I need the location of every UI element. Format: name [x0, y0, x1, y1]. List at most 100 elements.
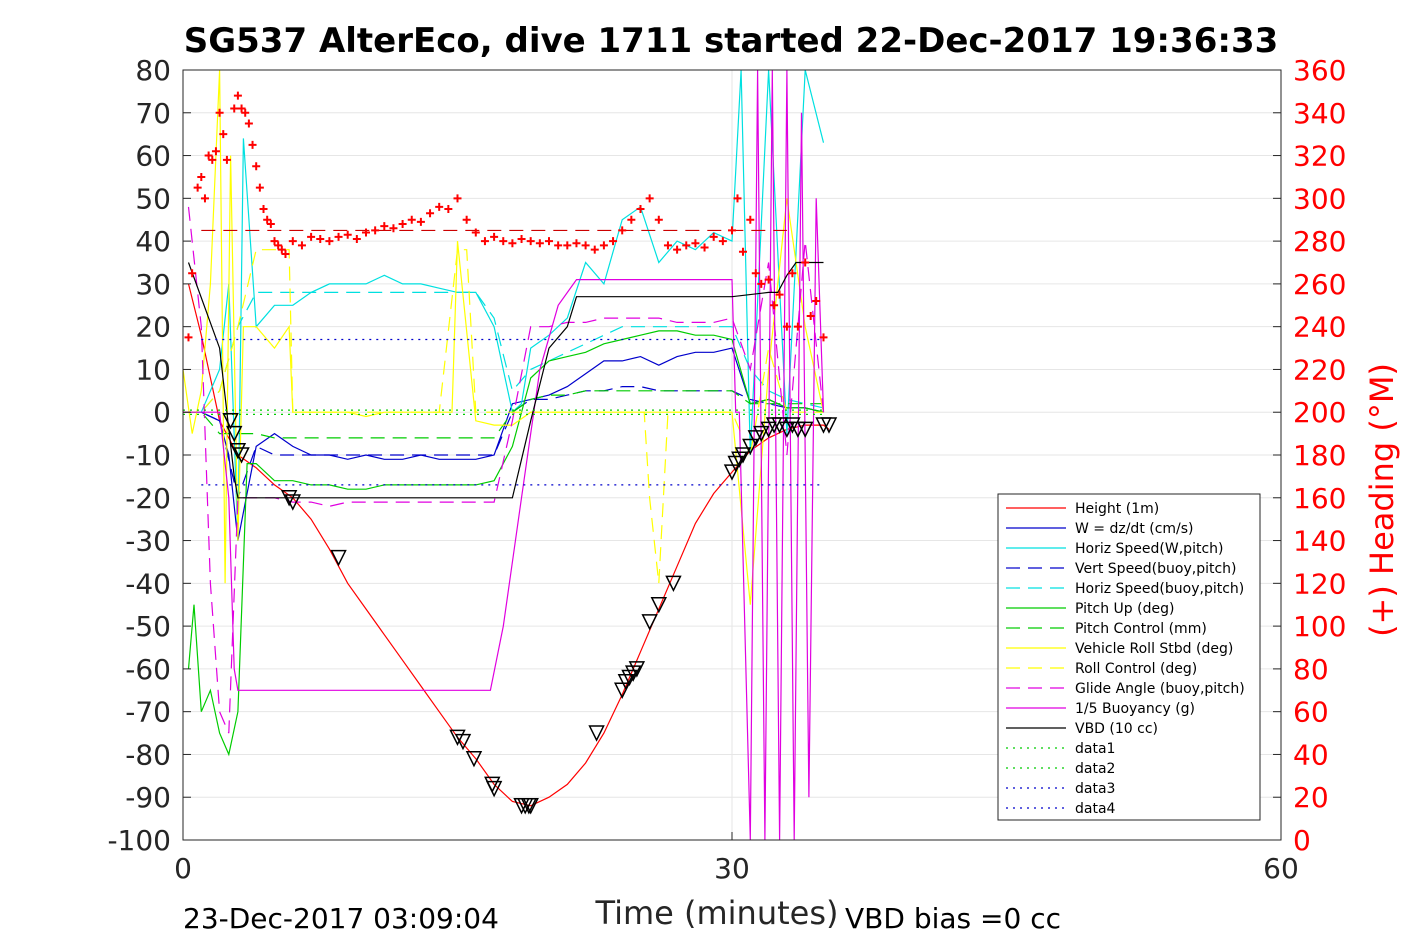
triangle-marker [742, 438, 759, 456]
tick-label-right: 40 [1293, 738, 1329, 771]
triangle-marker [226, 425, 243, 443]
tick-label-right: 180 [1293, 439, 1346, 472]
tick-label-right: 220 [1293, 353, 1346, 386]
legend-label: data3 [1075, 781, 1115, 797]
heading-marker [277, 245, 286, 254]
heading-marker [645, 194, 654, 203]
heading-marker [398, 220, 407, 228]
series-line [183, 70, 825, 840]
heading-marker [563, 241, 572, 250]
legend-label: Pitch Control (mm) [1075, 621, 1207, 637]
legend-label: VBD (10 cc) [1075, 721, 1158, 737]
heading-marker [709, 232, 718, 241]
heading-marker [248, 140, 257, 149]
tick-label-left: -20 [125, 482, 171, 515]
tick-label-right: 360 [1293, 54, 1346, 87]
heading-marker [197, 172, 206, 181]
tick-label-right: 140 [1293, 525, 1346, 558]
triangle-marker [820, 417, 838, 434]
heading-marker [297, 241, 306, 250]
heading-marker [801, 258, 810, 267]
footer-timestamp: 23-Dec-2017 03:09:04 [183, 902, 499, 935]
tick-label-right: 280 [1293, 225, 1346, 258]
heading-marker [751, 269, 760, 278]
tick-label-bottom: 0 [174, 852, 192, 885]
triangle-marker [784, 417, 801, 434]
heading-marker [718, 237, 727, 246]
series-layer [183, 70, 830, 840]
tick-label-right: 20 [1293, 781, 1329, 814]
heading-marker [343, 230, 352, 239]
heading-marker [263, 215, 272, 224]
legend-label: Pitch Up (deg) [1075, 601, 1174, 617]
triangle-marker [723, 464, 741, 481]
tick-label-right: 260 [1293, 268, 1346, 301]
tick-label-left: -70 [125, 696, 171, 729]
triangle-marker [522, 798, 539, 815]
heading-marker [819, 333, 828, 342]
heading-marker [590, 245, 599, 254]
heading-marker [508, 239, 517, 248]
tick-label-left: 50 [135, 182, 171, 215]
heading-marker [572, 239, 581, 248]
legend-label: Horiz Speed(buoy,pitch) [1075, 581, 1244, 597]
tick-label-right: 300 [1293, 182, 1346, 215]
bottom-axis-ticks: 0 30 60 [174, 832, 1299, 885]
series-line [187, 330, 824, 757]
heading-marker [581, 241, 590, 250]
heading-marker [352, 234, 361, 243]
heading-marker [788, 269, 797, 278]
heading-marker [499, 237, 508, 246]
heading-marker [211, 147, 220, 156]
heading-marker [746, 215, 755, 224]
tick-label-left: -30 [125, 525, 171, 558]
series-line [183, 70, 825, 541]
heading-marker [334, 232, 343, 241]
tick-label-right: 340 [1293, 97, 1346, 130]
heading-marker [380, 222, 389, 231]
triangle-marker [613, 682, 631, 699]
heading-marker [407, 215, 416, 224]
heading-marker [517, 234, 526, 243]
heading-marker [673, 245, 682, 254]
heading-marker [733, 194, 742, 203]
triangle-marker [485, 780, 503, 798]
series-line [183, 249, 824, 584]
heading-marker [554, 241, 563, 250]
series-line [187, 206, 825, 734]
heading-marker [233, 91, 242, 100]
heading-marker [764, 275, 773, 284]
heading-marker [208, 155, 217, 164]
tick-label-left: -10 [125, 439, 171, 472]
series-line [187, 261, 824, 499]
legend-label: data2 [1075, 761, 1115, 777]
tick-label-right: 200 [1293, 396, 1346, 429]
heading-marker [757, 279, 766, 288]
tick-label-left: 60 [135, 140, 171, 173]
legend-label: Horiz Speed(W,pitch) [1075, 541, 1223, 557]
heading-marker [255, 183, 264, 192]
tick-label-left: -40 [125, 567, 171, 600]
heading-marker [663, 241, 672, 250]
heading-marker [274, 241, 283, 250]
triangle-marker [665, 575, 682, 593]
tick-label-right: 120 [1293, 567, 1346, 600]
heading-marker [812, 297, 821, 305]
heading-marker [371, 226, 380, 235]
heading-marker [222, 155, 231, 164]
triangle-marker [617, 673, 635, 691]
triangle-marker [588, 725, 605, 742]
legend-label: Roll Control (deg) [1075, 661, 1197, 677]
footer-vbd-bias: VBD bias =0 cc [845, 902, 1061, 935]
heading-marker [444, 205, 453, 214]
triangle-marker [284, 494, 302, 511]
heading-marker [545, 237, 553, 246]
heading-marker [490, 232, 499, 241]
chart-title: SG537 AlterEco, dive 1711 started 22-Dec… [184, 21, 1279, 61]
heading-marker [266, 220, 275, 228]
legend-label: Height (1m) [1075, 501, 1159, 517]
heading-marker [435, 202, 444, 211]
heading-marker [609, 237, 618, 246]
series-line [183, 347, 824, 541]
heading-marker [636, 205, 645, 214]
